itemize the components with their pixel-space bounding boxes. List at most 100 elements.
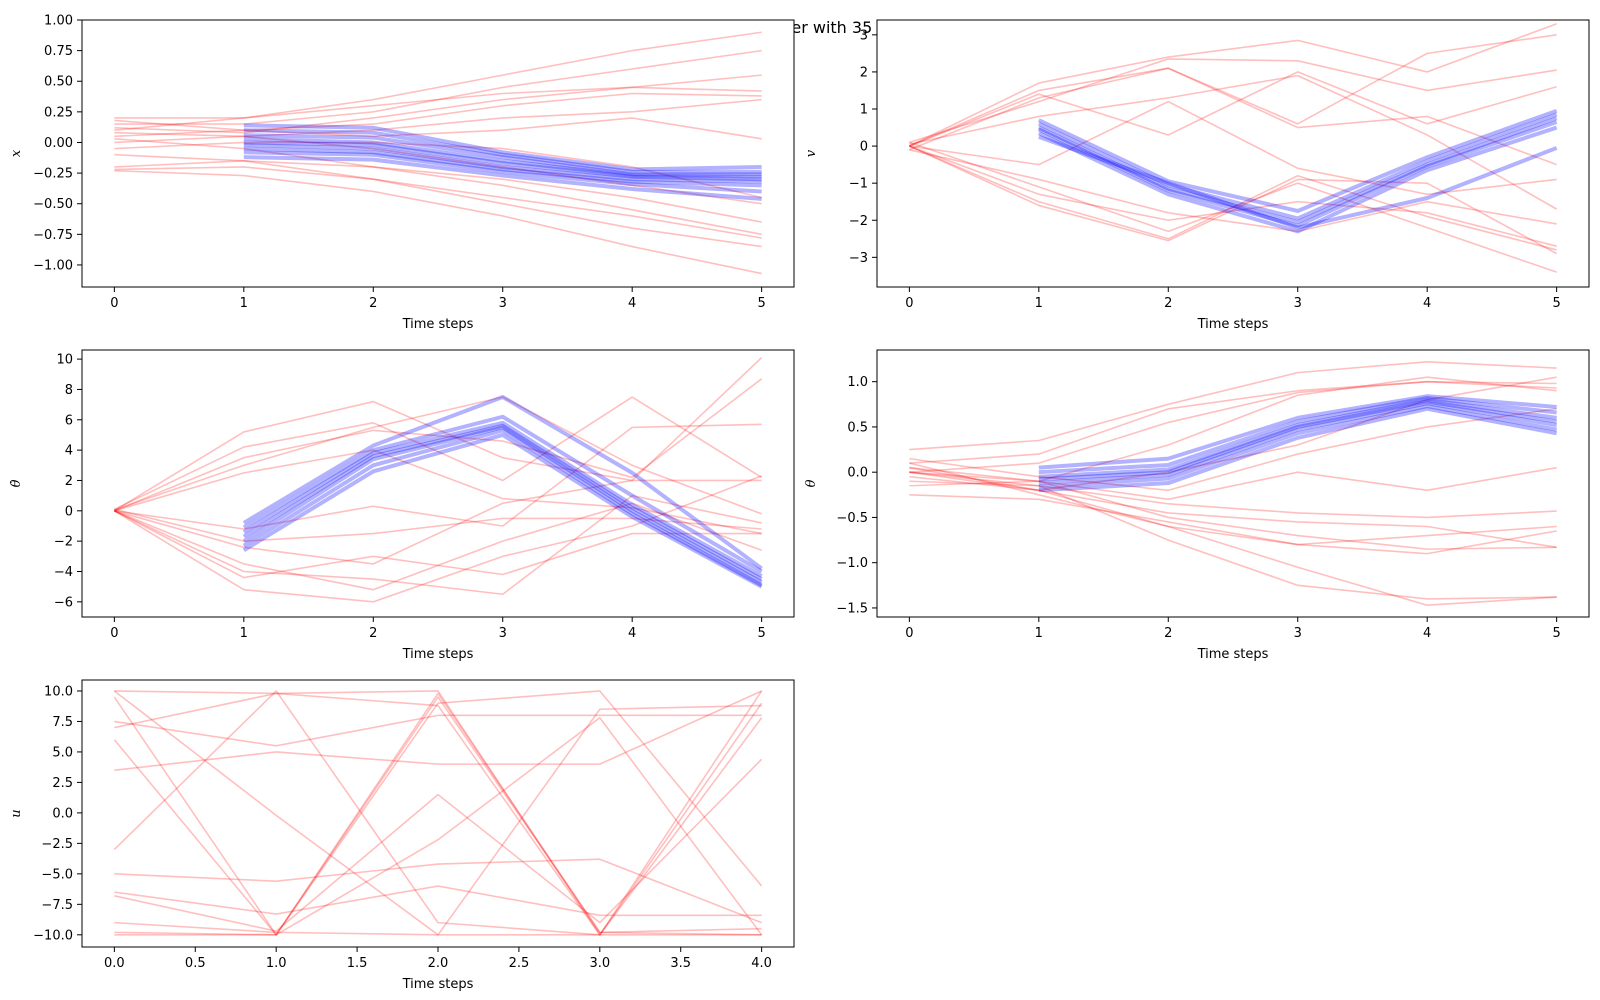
- expert-line-11: [114, 138, 762, 236]
- x-tick-label: 1: [240, 296, 248, 311]
- subplot-v: 0 1 2 3 4 5 3 2 1 0 −1 −2 −3 Time steps v: [804, 19, 1590, 332]
- x-tick-label: 0: [905, 296, 913, 311]
- y-axis-label: x: [9, 149, 24, 157]
- expert-line-7: [114, 141, 762, 199]
- learner-line-5: [243, 142, 762, 184]
- expert-line-10: [909, 145, 1557, 247]
- expert-line-9: [114, 160, 762, 223]
- learner-line-2: [243, 133, 762, 177]
- expert-line-10: [114, 716, 763, 936]
- learner-line-4: [243, 140, 762, 182]
- expert-line-10: [909, 494, 1557, 555]
- expert-line-4: [114, 690, 762, 772]
- learner-line-0: [1038, 394, 1557, 470]
- expert-line-5: [114, 423, 762, 530]
- learner-line-0: [243, 123, 762, 172]
- y-tick-label: 0.25: [44, 105, 73, 120]
- y-tick-label: −0.25: [33, 167, 73, 182]
- expert-line-12: [114, 692, 762, 936]
- x-tick-label: 3.0: [589, 956, 610, 971]
- x-tick-label: 5: [757, 626, 765, 641]
- expert-line-1: [909, 34, 1557, 147]
- y-tick-label: −5.0: [41, 867, 73, 882]
- expert-line-10: [114, 508, 762, 542]
- x-tick-label: 2: [1164, 626, 1172, 641]
- expert-line-13: [113, 690, 762, 936]
- x-tick-label: 3: [499, 626, 507, 641]
- y-tick-label: −0.5: [836, 511, 868, 526]
- expert-line-8: [114, 885, 762, 917]
- expert-line-3: [114, 449, 762, 535]
- expert-line-7: [114, 858, 762, 924]
- x-tick-label: 0.0: [104, 956, 125, 971]
- y-tick-label: −1.00: [33, 258, 73, 273]
- y-tick-label: 0.00: [44, 136, 73, 151]
- learner-line-4: [1037, 125, 1558, 234]
- y-tick-label: −2: [849, 214, 868, 229]
- learner-line-1: [242, 414, 763, 574]
- series-group: [113, 690, 763, 936]
- learner-line-1: [243, 128, 762, 174]
- learner-line-2: [242, 420, 763, 578]
- x-tick-label: 3: [1294, 626, 1302, 641]
- x-tick-label: 3: [499, 296, 507, 311]
- expert-line-4: [114, 92, 762, 138]
- learner-line-3: [1038, 399, 1557, 482]
- learner-line-2: [1037, 116, 1558, 225]
- expert-line-2: [909, 380, 1557, 473]
- subplot-u: 0.0 0.5 1.0 1.5 2.0 2.5 3.0 3.5 4.0 10.0 7.5 5.0 2.5…: [9, 679, 795, 992]
- expert-line-4: [909, 67, 1557, 166]
- series-group: [114, 31, 762, 275]
- learner-line-1: [1037, 112, 1558, 221]
- y-tick-label: 3: [860, 28, 868, 43]
- axes-frame: [876, 349, 1590, 618]
- y-tick-label: −10.0: [33, 928, 73, 943]
- expert-line-12: [114, 153, 762, 248]
- y-tick-label: −1: [849, 177, 868, 192]
- expert-line-7: [909, 145, 1557, 251]
- y-axis-label: θ̇: [9, 479, 24, 487]
- x-tick-label: 0: [110, 296, 118, 311]
- x-tick-label: 1.0: [266, 956, 287, 971]
- axes-frame: [81, 349, 795, 618]
- y-tick-label: −2: [54, 535, 73, 550]
- learner-line-1: [1038, 395, 1557, 475]
- x-tick-label: 3: [1294, 296, 1302, 311]
- expert-line-2: [114, 690, 763, 936]
- expert-line-3: [909, 376, 1557, 483]
- expert-line-7: [909, 480, 1557, 519]
- x-tick-label: 2: [1164, 296, 1172, 311]
- y-tick-label: 4: [65, 444, 73, 459]
- expert-line-0: [113, 357, 763, 512]
- y-tick-label: 1: [860, 103, 868, 118]
- y-tick-label: 0.0: [847, 466, 868, 481]
- x-tick-label: 4.0: [751, 956, 772, 971]
- learner-line-5: [242, 428, 763, 587]
- expert-line-12: [909, 466, 1557, 607]
- y-tick-label: 2: [860, 65, 868, 80]
- x-tick-label: 5: [757, 296, 765, 311]
- y-tick-label: 1.0: [847, 375, 868, 390]
- learner-line-7: [243, 150, 762, 194]
- x-tick-label: 1: [240, 626, 248, 641]
- expert-line-10: [114, 166, 762, 239]
- expert-line-6: [114, 479, 762, 565]
- learner-line-3: [1037, 120, 1558, 228]
- expert-line-2: [909, 58, 1557, 144]
- y-tick-label: 6: [65, 413, 73, 428]
- expert-line-11: [114, 502, 762, 591]
- series-group: [113, 357, 763, 603]
- x-tick-label: 4: [1423, 626, 1431, 641]
- expert-line-8: [113, 475, 762, 603]
- y-tick-label: −2.5: [41, 837, 73, 852]
- x-tick-label: 4: [628, 296, 636, 311]
- x-axis-label: Time steps: [402, 317, 474, 332]
- y-tick-label: 7.5: [52, 715, 73, 730]
- expert-line-8: [909, 471, 1557, 549]
- x-tick-label: 4: [628, 626, 636, 641]
- expert-line-8: [114, 131, 762, 205]
- expert-line-9: [114, 758, 763, 932]
- learner-line-4: [1038, 401, 1557, 486]
- y-tick-label: −7.5: [41, 898, 73, 913]
- x-tick-label: 5: [1552, 626, 1560, 641]
